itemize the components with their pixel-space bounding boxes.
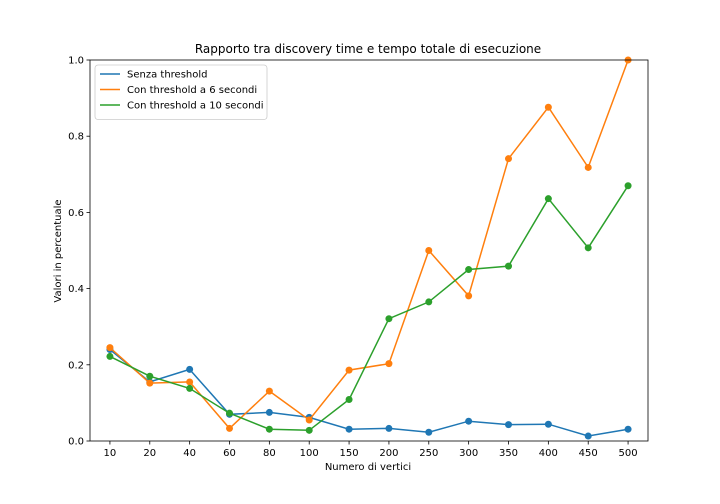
data-point [305, 426, 313, 434]
x-tick-label: 400 [539, 448, 558, 459]
y-tick-label: 0.2 [68, 360, 84, 371]
plot-area: 10 20 40 60 80 100 150 200 250 300 350 400 450 500 0.0… [68, 56, 649, 459]
x-tick-label: 10 [104, 448, 117, 459]
data-point [385, 315, 393, 323]
data-point [226, 409, 233, 417]
axes-frame [89, 59, 649, 442]
series-line-1 [109, 349, 629, 437]
x-axis-label: Numero di vertici [325, 462, 411, 473]
x-tick-label: 500 [619, 448, 638, 459]
data-point [186, 384, 194, 392]
data-point [186, 365, 194, 373]
data-point [226, 424, 233, 432]
data-point [505, 262, 512, 270]
x-tick-label: 150 [340, 448, 359, 459]
x-tick-label: 80 [263, 448, 276, 459]
x-tick-label: 60 [223, 448, 236, 459]
data-point [345, 366, 353, 374]
data-point [265, 387, 273, 395]
data-point [385, 360, 393, 368]
legend-label: Con threshold a 6 secondi [127, 85, 257, 96]
data-point [465, 417, 473, 425]
y-tick-label: 0.6 [68, 208, 84, 219]
x-tick-label: 300 [459, 448, 478, 459]
legend-label: Senza threshold [127, 70, 208, 81]
data-point [425, 298, 433, 306]
data-point [544, 195, 552, 203]
data-point [146, 372, 154, 380]
data-point [265, 425, 273, 433]
data-point [505, 421, 512, 429]
x-tick-label: 40 [183, 448, 196, 459]
y-tick-label: 0.8 [68, 132, 84, 143]
data-point [465, 292, 473, 300]
data-point [265, 408, 273, 416]
data-point [584, 163, 592, 171]
series-line-3 [109, 185, 629, 432]
data-point [425, 247, 433, 254]
data-point [106, 344, 114, 352]
legend-box [94, 64, 268, 120]
x-tick-label: 350 [499, 448, 518, 459]
x-tick-label: 250 [419, 448, 438, 459]
y-tick-label: 0.0 [68, 437, 84, 448]
data-point [385, 424, 393, 432]
data-point [345, 425, 353, 433]
data-point [544, 103, 552, 111]
data-point [624, 425, 632, 433]
x-tick-label: 100 [300, 448, 319, 459]
series-line-2 [109, 59, 629, 430]
y-axis-label: Valori in percentuale [53, 199, 64, 302]
legend-label: Con threshold a 10 secondi [127, 101, 264, 112]
x-tick-label: 200 [379, 448, 398, 459]
data-point [186, 378, 194, 386]
data-point [624, 182, 632, 190]
x-tick-label: 20 [143, 448, 156, 459]
legend: Senza threshold Con threshold a 6 secondi… [94, 64, 268, 120]
chart-title: Rapporto tra discovery time e tempo tota… [195, 42, 541, 56]
data-point [584, 244, 592, 252]
y-tick-label: 1.0 [68, 56, 84, 67]
data-point [465, 266, 473, 274]
data-point [425, 428, 433, 436]
data-point [305, 416, 313, 424]
data-point [584, 432, 592, 440]
data-point [544, 420, 552, 428]
data-point [146, 379, 154, 387]
x-tick-label: 450 [579, 448, 598, 459]
data-point [106, 352, 114, 360]
y-tick-label: 0.4 [68, 284, 84, 295]
data-point [505, 155, 512, 163]
data-point [345, 395, 353, 403]
